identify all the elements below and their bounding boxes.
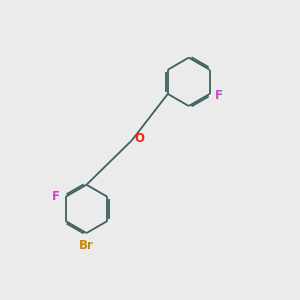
Text: F: F bbox=[215, 89, 223, 102]
Text: Br: Br bbox=[79, 238, 94, 252]
Text: O: O bbox=[135, 131, 145, 145]
Text: F: F bbox=[52, 190, 60, 203]
